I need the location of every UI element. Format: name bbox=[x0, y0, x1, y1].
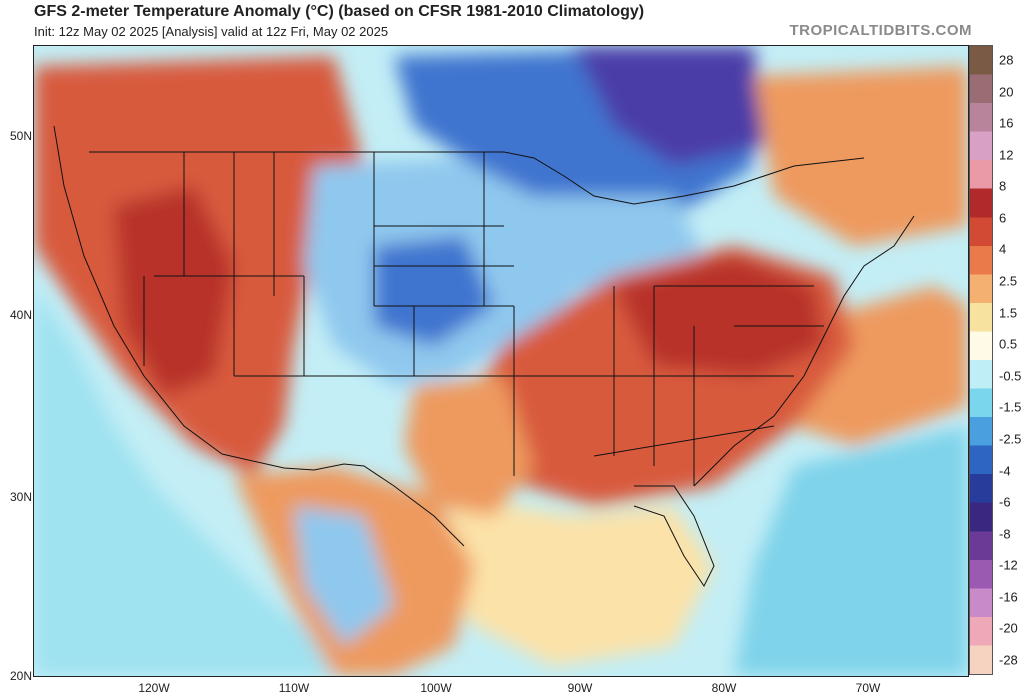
lon-label-110w: 110W bbox=[278, 681, 310, 695]
colorbar-tick-label: 8 bbox=[999, 178, 1007, 194]
colorbar-tick-label: -4 bbox=[999, 463, 1011, 479]
map-canvas bbox=[34, 46, 968, 676]
colorbar-tick-label: 0.5 bbox=[999, 336, 1018, 352]
colorbar-tick-label: -20 bbox=[999, 620, 1018, 636]
colorbar-tick-label: 4 bbox=[999, 241, 1007, 257]
colorbar-tick-label: -8 bbox=[999, 526, 1011, 542]
gulf-of-mexico-region bbox=[434, 496, 714, 666]
lon-label-120w: 120W bbox=[138, 681, 170, 695]
colorbar-tick-label: -12 bbox=[999, 557, 1018, 573]
colorbar-tick-label: 2.5 bbox=[999, 273, 1018, 289]
state-lines-west bbox=[143, 152, 414, 377]
colorbar-tick-label: 16 bbox=[999, 115, 1014, 131]
lon-label-90w: 90W bbox=[567, 681, 593, 695]
lon-label-80w: 80W bbox=[711, 681, 737, 695]
atlantic-cool-region bbox=[734, 426, 968, 676]
colorbar-tick-label: -0.5 bbox=[999, 368, 1022, 384]
mexico-cool-anomaly bbox=[294, 506, 394, 646]
florida-outline bbox=[633, 485, 715, 587]
west-coastline bbox=[53, 125, 223, 455]
lat-label-20n: 20N bbox=[9, 669, 32, 683]
colorbar-tick-label: 20 bbox=[999, 84, 1014, 100]
anomaly-colorbar bbox=[969, 45, 993, 675]
quebec-mild-anomaly bbox=[754, 66, 968, 246]
brand-watermark: TROPICALTIDBITS.COM bbox=[789, 22, 972, 39]
political-boundaries bbox=[53, 125, 915, 587]
map-subtitle: Init: 12z May 02 2025 [Analysis] valid a… bbox=[34, 24, 389, 39]
colorbar-tick-label: -28 bbox=[999, 652, 1018, 668]
lat-label-30n: 30N bbox=[9, 490, 32, 504]
colorbar-tick-label: 12 bbox=[999, 147, 1014, 163]
lon-label-100w: 100W bbox=[420, 681, 452, 695]
pacific-ocean-region bbox=[34, 286, 414, 676]
lat-label-50n: 50N bbox=[9, 129, 32, 143]
colorbar-tick-label: -6 bbox=[999, 494, 1011, 510]
lat-label-40n: 40N bbox=[9, 308, 32, 322]
hudson-very-cold-anomaly bbox=[574, 46, 764, 166]
colorbar-tick-label: 1.5 bbox=[999, 305, 1018, 321]
anomaly-map bbox=[33, 45, 969, 677]
state-lines-east bbox=[514, 285, 824, 486]
texas-mild-anomaly bbox=[404, 376, 534, 516]
plains-cold-anomaly bbox=[374, 236, 494, 346]
lon-label-70w: 70W bbox=[855, 681, 881, 695]
colorbar-tick-label: 28 bbox=[999, 52, 1014, 68]
us-mexico-border bbox=[221, 453, 465, 547]
state-lines-central bbox=[373, 152, 515, 476]
colorbar-tick-label: -2.5 bbox=[999, 431, 1022, 447]
colorbar-tick-label: -16 bbox=[999, 589, 1018, 605]
map-title: GFS 2-meter Temperature Anomaly (°C) (ba… bbox=[34, 3, 645, 20]
east-coastline bbox=[693, 215, 915, 487]
us-canada-border bbox=[89, 151, 865, 205]
colorbar-tick-label: -1.5 bbox=[999, 399, 1022, 415]
colorbar-tick-label: 6 bbox=[999, 210, 1007, 226]
